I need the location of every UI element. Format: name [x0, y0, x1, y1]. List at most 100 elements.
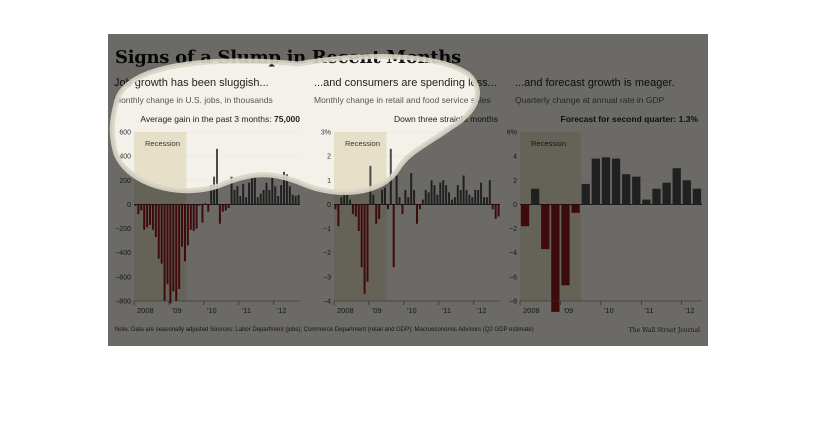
panel-3-bar: [541, 204, 550, 250]
panel-1-bar: [224, 204, 227, 211]
panel-2-bar: [456, 185, 459, 205]
panel-2-bar: [482, 197, 485, 205]
panel-2-y-tick-label: 1: [327, 178, 331, 185]
panel-2-bar: [401, 204, 404, 215]
panel-2-bar: [445, 185, 448, 205]
panel-3-bar: [611, 158, 621, 205]
panel-3-y-tick-label: 6%: [507, 130, 517, 137]
panel-1-bar: [195, 204, 198, 229]
panel-1-bar: [204, 203, 207, 205]
panel-2-y-tick-label: 3%: [321, 130, 331, 137]
panel-1-bar: [172, 204, 175, 292]
panel-1-bar: [291, 194, 294, 205]
panel-2-bar: [462, 175, 465, 205]
panel-1-bar: [169, 204, 172, 304]
panel-1-bar: [210, 185, 213, 205]
panel-1-bar: [216, 148, 218, 205]
panel-2-bar: [468, 194, 471, 205]
panel-1-bar: [183, 204, 186, 262]
panel-2-bar: [430, 180, 433, 205]
panel-2-bar: [360, 204, 363, 268]
panel-2-bar: [494, 204, 497, 219]
panel-2-bar: [427, 192, 430, 205]
panel-1-bar: [242, 183, 245, 205]
panel-1-bar: [265, 182, 268, 205]
panel-2-bar: [354, 204, 357, 217]
panel-1-bar: [236, 186, 239, 205]
panel-1-x-tick-label: '09: [172, 306, 182, 315]
panel-2-y-tick-label: −4: [323, 299, 331, 306]
panel-1-bar: [143, 204, 146, 230]
panel-3-y-tick-label: −8: [509, 299, 517, 306]
panel-1-bar: [186, 204, 189, 246]
panel-2-x-tick-label: 2008: [337, 306, 354, 315]
panel-1-bar: [230, 176, 233, 205]
panel-3-bar: [662, 182, 671, 205]
panel-2-bar: [386, 204, 389, 210]
panel-2-bar: [407, 197, 410, 205]
panel-2-bar: [389, 148, 392, 205]
panel-3-x-tick-label: 2008: [523, 306, 540, 315]
panel-1-bar: [137, 204, 140, 215]
panel-2-x-tick-label: '11: [442, 306, 451, 315]
panel-1-bar: [277, 195, 280, 205]
panel-2-bar: [459, 189, 462, 205]
panel-1-bar: [149, 204, 152, 225]
panel-1-bar: [140, 204, 143, 211]
panel-1-bar: [274, 186, 277, 205]
panel-2-bar: [485, 197, 488, 205]
panel-2-bar: [477, 189, 480, 205]
panel-1-bar: [189, 204, 192, 230]
panel-1-bar: [288, 186, 291, 205]
panel-3-bar: [632, 176, 641, 205]
panel-2-bar: [346, 194, 349, 205]
panel-3-bar: [601, 157, 611, 205]
panel-1-bar: [282, 171, 285, 205]
panel-3-bar: [561, 204, 570, 286]
panel-3-bar: [571, 204, 580, 213]
panel-3-bar: [531, 188, 540, 205]
panel-1-bar: [166, 204, 169, 285]
panel-2-x-tick-label: '09: [372, 306, 382, 315]
panel-1-bar: [227, 204, 230, 209]
panel-2-bar: [392, 204, 395, 268]
footnote: Note: Data are seasonally adjusted Sourc…: [115, 327, 534, 333]
panel-2-y-tick-label: 0: [327, 202, 331, 209]
panel-3-y-tick-label: 0: [513, 202, 517, 209]
panel-2-bar: [383, 187, 386, 205]
panel-1-bar: [280, 185, 283, 205]
panel-1-bar: [245, 197, 248, 205]
panel-1-y-tick-label: 400: [119, 154, 131, 161]
panel-2-bar: [337, 204, 340, 227]
credit: The Wall Street Journal: [628, 327, 700, 334]
panel-1-y-tick-label: −200: [115, 226, 131, 233]
panel-2-bar: [418, 204, 421, 210]
panel-1-bar: [134, 204, 137, 206]
panel-2-bar: [453, 197, 456, 205]
panel-2-bar: [439, 182, 442, 205]
panel-1-bar: [294, 195, 297, 205]
panel-2-bar: [340, 197, 343, 205]
panel-2-bar: [416, 204, 418, 224]
panel-1-bar: [201, 204, 204, 223]
panel-1-y-tick-label: −400: [115, 250, 131, 257]
panel-1-bar: [178, 204, 181, 289]
panel-3-bar: [682, 180, 691, 205]
panel-1-bar: [160, 204, 163, 264]
panel-2-bar: [491, 204, 494, 210]
panel-1-bar: [198, 204, 201, 206]
panel-2-bar: [424, 189, 427, 205]
panel-1-bar: [233, 189, 236, 205]
panel-2-bar: [395, 175, 398, 205]
panel-3-y-tick-label: −6: [509, 274, 517, 281]
panel-1-recession-label: Recession: [145, 139, 180, 148]
panel-2-x-tick-label: '12: [477, 306, 487, 315]
panel-2-bar: [375, 204, 378, 224]
panel-2-bar: [366, 204, 369, 282]
panel-2-bar: [474, 189, 477, 205]
panel-2-bar: [413, 189, 416, 205]
panel-2-bar: [497, 204, 500, 217]
panel-2-bar: [450, 199, 453, 205]
panel-3-bar: [692, 188, 702, 205]
